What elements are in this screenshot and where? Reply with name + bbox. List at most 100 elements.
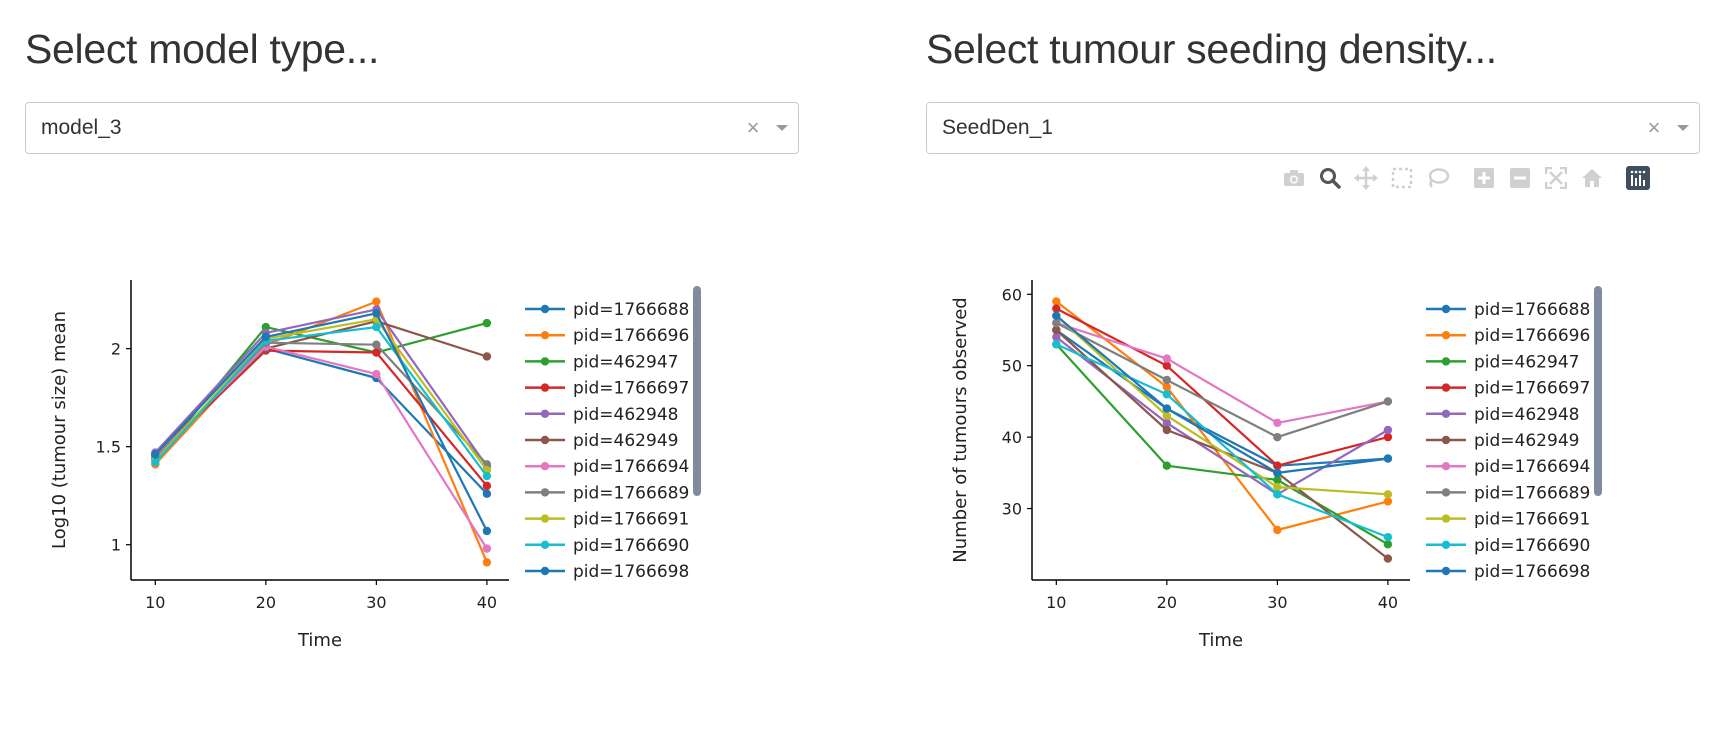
data-point[interactable] xyxy=(261,322,271,332)
legend-item[interactable]: pid=1766697 xyxy=(525,379,689,399)
legend-item[interactable]: pid=1766698 xyxy=(525,562,689,582)
zoom-out-icon[interactable] xyxy=(1502,164,1538,192)
seeding-density-dropdown[interactable]: SeedDen_1 × xyxy=(926,102,1700,154)
series-line-pid-1766691[interactable] xyxy=(154,318,488,471)
clear-icon[interactable]: × xyxy=(746,115,760,140)
series-line-pid-462948[interactable] xyxy=(154,308,488,467)
data-point[interactable] xyxy=(372,348,381,357)
data-point[interactable] xyxy=(1383,454,1393,463)
data-point[interactable] xyxy=(1052,311,1061,320)
data-point[interactable] xyxy=(1052,340,1061,349)
data-point[interactable] xyxy=(1162,390,1172,399)
legend-item[interactable]: pid=462947 xyxy=(1426,352,1579,372)
plotly-logo-icon[interactable] xyxy=(1620,164,1656,192)
legend-item[interactable]: pid=1766691 xyxy=(1426,510,1590,530)
chevron-down-icon[interactable] xyxy=(766,103,798,153)
data-point[interactable] xyxy=(482,352,492,361)
legend-item[interactable]: pid=1766688 xyxy=(525,300,689,320)
series-line-pid-1766697[interactable] xyxy=(154,349,488,487)
series-line-pid-1766690[interactable] xyxy=(154,326,488,477)
data-point[interactable] xyxy=(482,318,492,328)
chevron-down-icon[interactable] xyxy=(1667,103,1699,153)
legend-item[interactable]: pid=462949 xyxy=(1426,431,1579,451)
series-line-pid-1766690[interactable] xyxy=(1055,343,1389,539)
data-point[interactable] xyxy=(1162,375,1172,385)
data-point[interactable] xyxy=(261,332,271,342)
data-point[interactable] xyxy=(482,489,492,498)
data-point[interactable] xyxy=(482,481,492,491)
data-point[interactable] xyxy=(1383,497,1393,506)
legend-item[interactable]: pid=462949 xyxy=(525,431,678,451)
legend-item[interactable]: pid=1766689 xyxy=(1426,483,1590,503)
legend-item[interactable]: pid=1766698 xyxy=(1426,562,1590,582)
data-point[interactable] xyxy=(1052,325,1061,335)
data-point[interactable] xyxy=(482,544,492,553)
data-point[interactable] xyxy=(372,322,381,332)
data-point[interactable] xyxy=(1383,397,1393,406)
zoom-icon[interactable] xyxy=(1312,164,1348,192)
pan-icon[interactable] xyxy=(1348,164,1384,192)
data-point[interactable] xyxy=(1383,425,1393,435)
data-point[interactable] xyxy=(1273,490,1282,499)
data-point[interactable] xyxy=(1273,525,1282,535)
camera-icon[interactable] xyxy=(1276,164,1312,192)
legend-item[interactable]: pid=1766693 xyxy=(1426,588,1590,608)
autoscale-icon[interactable] xyxy=(1538,164,1574,192)
legend-item[interactable]: pid=1766696 xyxy=(525,326,689,346)
legend-item[interactable]: pid=462948 xyxy=(525,405,678,425)
data-point[interactable] xyxy=(1273,482,1282,492)
data-point[interactable] xyxy=(151,458,160,467)
legend-item[interactable]: pid=1766693 xyxy=(525,588,689,608)
data-point[interactable] xyxy=(151,450,160,459)
legend-item[interactable]: pid=1766697 xyxy=(1426,379,1590,399)
data-point[interactable] xyxy=(482,558,492,567)
data-point[interactable] xyxy=(1162,425,1172,435)
data-point[interactable] xyxy=(1162,418,1172,428)
data-point[interactable] xyxy=(1052,297,1061,306)
tumour-count-chart[interactable]: 30 40 50 60 10 20 30 40 Time Number of tumours ob… xyxy=(926,0,1714,747)
data-point[interactable] xyxy=(372,309,381,318)
data-point[interactable] xyxy=(1383,540,1393,549)
legend-item[interactable]: pid=1766691 xyxy=(525,510,689,530)
series-line-pid-1766691[interactable] xyxy=(1055,314,1388,496)
data-point[interactable] xyxy=(1162,411,1172,420)
model-type-dropdown[interactable]: model_3 × xyxy=(25,102,799,154)
data-point[interactable] xyxy=(1162,354,1172,363)
series-line-pid-1766697[interactable] xyxy=(1055,307,1389,467)
data-point[interactable] xyxy=(1162,382,1172,392)
data-point[interactable] xyxy=(1273,418,1282,428)
legend-item[interactable]: pid=462947 xyxy=(525,352,678,372)
series-line-pid-462947[interactable] xyxy=(1055,343,1389,546)
clear-icon[interactable]: × xyxy=(1647,115,1661,140)
data-point[interactable] xyxy=(1383,432,1393,442)
data-point[interactable] xyxy=(1052,332,1061,342)
legend-item[interactable]: pid=1766694 xyxy=(1426,457,1590,477)
tumour-size-chart[interactable]: 1 1.5 2 10 20 30 40 Time Log10 (tumour size) mea… xyxy=(25,0,825,747)
data-point[interactable] xyxy=(1273,432,1282,442)
data-point[interactable] xyxy=(1383,532,1393,542)
legend-item[interactable]: pid=1766696 xyxy=(1426,326,1590,346)
box-select-icon[interactable] xyxy=(1384,164,1420,192)
legend-item[interactable]: pid=1766694 xyxy=(525,457,689,477)
legend-scrollbar[interactable] xyxy=(1594,286,1602,496)
data-point[interactable] xyxy=(1052,318,1061,328)
data-point[interactable] xyxy=(1162,404,1172,413)
data-point[interactable] xyxy=(1273,461,1282,470)
legend-item[interactable]: pid=1766688 xyxy=(1426,300,1590,320)
series-line-pid-1766689[interactable] xyxy=(1055,321,1389,439)
data-point[interactable] xyxy=(1273,475,1282,485)
data-point[interactable] xyxy=(1162,461,1172,470)
data-point[interactable] xyxy=(1383,490,1393,499)
home-icon[interactable] xyxy=(1574,164,1610,192)
data-point[interactable] xyxy=(372,297,381,306)
series-line-pid-1766694[interactable] xyxy=(1055,321,1389,424)
series-line-pid-1766698[interactable] xyxy=(154,312,488,532)
legend-item[interactable]: pid=1766689 xyxy=(525,483,689,503)
data-point[interactable] xyxy=(482,526,492,536)
legend-scrollbar[interactable] xyxy=(693,286,701,496)
legend-item[interactable]: pid=1766690 xyxy=(525,536,689,556)
data-point[interactable] xyxy=(482,471,492,481)
data-point[interactable] xyxy=(1162,361,1172,370)
legend-item[interactable]: pid=462948 xyxy=(1426,405,1579,425)
data-point[interactable] xyxy=(1383,554,1393,563)
